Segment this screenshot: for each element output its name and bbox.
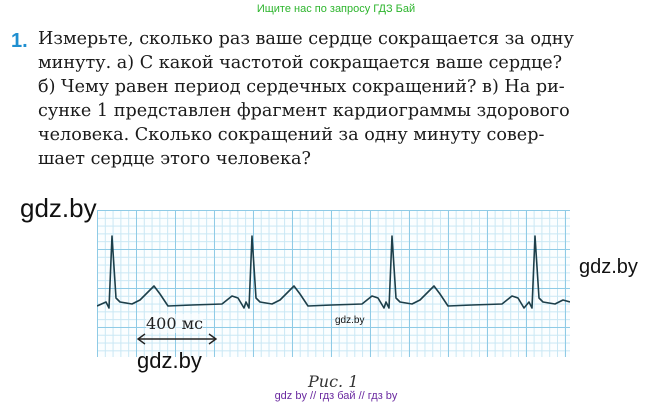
task-line: шает сердце этого человека? xyxy=(38,149,311,169)
bottom-watermark: gdz by // гдз бай // гдз by xyxy=(274,390,398,402)
task-line: минуту. а) С какой частотой сокращается … xyxy=(38,53,563,73)
figure-caption: Рис. 1 xyxy=(308,372,359,391)
task-number: 1. xyxy=(11,30,28,52)
task-line: Измерьте, сколько раз ваше сердце сокращ… xyxy=(38,29,574,49)
ecg-figure xyxy=(97,210,570,357)
ecg-trace-svg xyxy=(97,235,570,345)
ecg-trace xyxy=(97,235,570,309)
task-line: человека. Сколько сокращений за одну мин… xyxy=(38,125,545,145)
task-line: сунке 1 представлен фрагмент кардиограмм… xyxy=(38,101,570,121)
watermark-under-arrow: gdz.by xyxy=(137,348,202,373)
scale-arrowheads xyxy=(136,333,218,345)
scale-label: 400 мс xyxy=(146,314,204,333)
watermark-center: gdz.by xyxy=(335,315,365,326)
task-line: б) Чему равен период сердечных сокращени… xyxy=(38,77,565,97)
top-banner: Ищите нас по запросу ГДЗ Бай xyxy=(256,3,416,15)
watermark-right: gdz.by xyxy=(579,256,638,278)
task-text: Измерьте, сколько раз ваше сердце сокращ… xyxy=(38,27,662,171)
watermark-left: gdz.by xyxy=(20,193,97,223)
